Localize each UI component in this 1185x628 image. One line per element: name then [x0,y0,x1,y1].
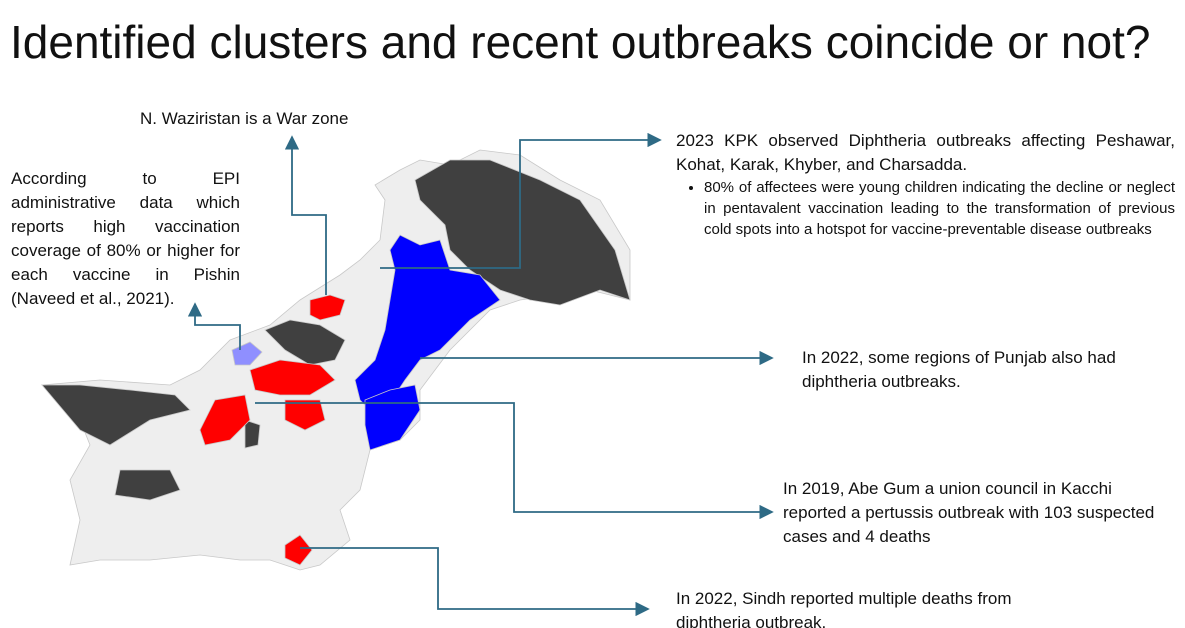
annotation: According to EPI administrative data whi… [11,169,240,308]
slide-title: Identified clusters and recent outbreaks… [10,16,1151,68]
bullet-list: 80% of affectees were young children ind… [676,177,1175,240]
callout-arrows [187,132,774,617]
annotation: 2023 KPK observed Diphtheria outbreaks a… [676,131,1175,174]
annotation: In 2022, some regions of Punjab also had… [802,348,1116,391]
annotation: N. Waziristan is a War zone [140,109,349,128]
annotation: In 2019, Abe Gum a union council in Kacc… [783,479,1155,546]
bullet: 80% of affectees were young children ind… [704,177,1175,240]
annotation-block: 2023 KPK observed Diphtheria outbreaks a… [676,129,1175,240]
annotation: In 2022, Sindh reported multiple deaths … [676,589,1012,628]
map-regions [41,149,631,571]
